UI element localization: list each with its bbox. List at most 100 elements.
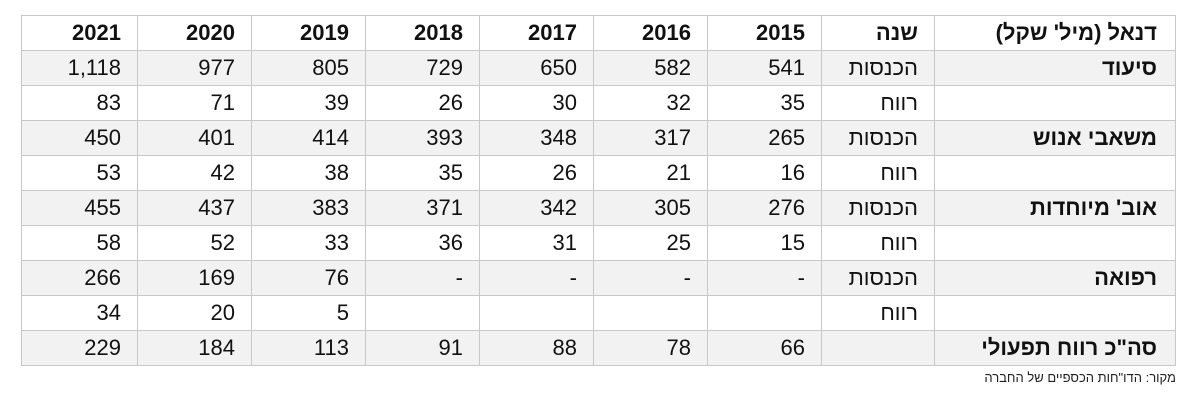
table-cell: סה"כ רווח תפעולי [934,330,1176,366]
table-cell: 78 [593,330,708,366]
table-cell: 437 [137,190,252,226]
table-cell: 88 [479,330,594,366]
table-cell: 5 [251,295,366,331]
table-cell: הכנסות [821,190,935,226]
table-cell: 414 [251,120,366,156]
table-cell: רווח [821,85,935,121]
table-cell: 348 [479,120,594,156]
table-cell: 1,118 [21,50,138,86]
table-cell: 32 [593,85,708,121]
table-cell: 26 [479,155,594,191]
table-cell: 66 [707,330,822,366]
table-cell: רווח [821,155,935,191]
table-cell: - [707,260,822,296]
table-row: רפואה הכנסות - - - -76 169 266 [21,260,1176,296]
table-cell: 455 [21,190,138,226]
table-cell: סיעוד [934,50,1176,86]
table-cell: 36 [365,225,480,261]
table-row: רווח 15 25 31 36 33 52 58 [21,225,1176,261]
table-cell: 21 [593,155,708,191]
table-cell: 31 [479,225,594,261]
table-cell: 342 [479,190,594,226]
table-cell: 33 [251,225,366,261]
table-cell: 39 [251,85,366,121]
table-cell [934,295,1176,331]
table-cell: - [365,260,480,296]
table-cell: 35 [707,85,822,121]
table-cell: הכנסות [821,260,935,296]
table-row: רווח 35 32 30 26 39 71 83 [21,85,1176,121]
table-cell: - [479,260,594,296]
table-cell: 113 [251,330,366,366]
source-note: מקור: הדו"חות הכספיים של החברה [984,370,1176,385]
table-cell: 15 [707,225,822,261]
table-cell [821,330,935,366]
table-cell: 266 [21,260,138,296]
table-cell: 305 [593,190,708,226]
table-cell: 582 [593,50,708,86]
table-cell: 2020 [137,15,252,51]
table-cell: 229 [21,330,138,366]
table-cell [934,225,1176,261]
table-cell: 2017 [479,15,594,51]
table-cell: 2019 [251,15,366,51]
table-cell: 52 [137,225,252,261]
table-cell: 729 [365,50,480,86]
table-cell: 16 [707,155,822,191]
table-cell: שנה [821,15,935,51]
table-cell: 35 [365,155,480,191]
table-cell [479,295,594,331]
table-cell: אוב' מיוחדות [934,190,1176,226]
table-cell: 184 [137,330,252,366]
table-cell [593,295,708,331]
table-cell: הכנסות [821,50,935,86]
table-cell [934,155,1176,191]
table-cell: 371 [365,190,480,226]
table-cell: 20 [137,295,252,331]
table-cell: 276 [707,190,822,226]
table-cell: 2018 [365,15,480,51]
table-cell: רפואה [934,260,1176,296]
table-row: רווח 16 21 26 35 38 42 53 [21,155,1176,191]
table-cell: 53 [21,155,138,191]
table-cell [934,85,1176,121]
table-cell: 401 [137,120,252,156]
table-cell: 265 [707,120,822,156]
table-cell: - [593,260,708,296]
table-cell: 42 [137,155,252,191]
table-cell: רווח [821,225,935,261]
table-cell: 91 [365,330,480,366]
table-cell: 2015 [707,15,822,51]
table-cell: 169 [137,260,252,296]
table-cell: 450 [21,120,138,156]
table-cell: 2021 [21,15,138,51]
table-row: אוב' מיוחדות הכנסות 276 305 342 371 383 437 455 [21,190,1176,226]
table-cell: הכנסות [821,120,935,156]
table-cell: 26 [365,85,480,121]
table-cell: 2016 [593,15,708,51]
table-cell: 977 [137,50,252,86]
table-cell: 34 [21,295,138,331]
table-row: משאבי אנוש הכנסות 265 317 348 393 414 401 450 [21,120,1176,156]
table-row: סיעוד הכנסות 541 582 650 729 805 977 1,118 [21,50,1176,86]
table-cell: 393 [365,120,480,156]
table-row: דנאל (מיל' שקל) שנה 2015 2016 2017 2018 2019 20… [21,15,1176,51]
table-cell: רווח [821,295,935,331]
table-cell: 650 [479,50,594,86]
table-cell [365,295,480,331]
data-table: דנאל (מיל' שקל) שנה 2015 2016 2017 2018 2019 20… [21,15,1176,366]
table-cell: 383 [251,190,366,226]
table-cell: 805 [251,50,366,86]
table-cell: 541 [707,50,822,86]
table-cell: 76 [251,260,366,296]
table-cell: 71 [137,85,252,121]
table-row: סה"כ רווח תפעולי 66 78 88 91 113 184 229 [21,330,1176,366]
table-row: רווח 5 20 34 [21,295,1176,331]
table-cell: משאבי אנוש [934,120,1176,156]
table-cell: 25 [593,225,708,261]
table-cell: 58 [21,225,138,261]
table-cell [707,295,822,331]
table-cell: 38 [251,155,366,191]
table-cell: 83 [21,85,138,121]
